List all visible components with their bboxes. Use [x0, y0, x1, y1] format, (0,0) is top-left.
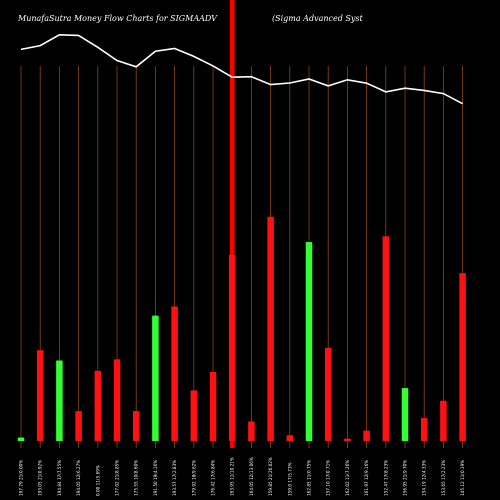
volume-bar — [324, 347, 332, 441]
x-tick-label: 163.95 11(10.21% — [230, 457, 235, 496]
volume-bar — [152, 315, 159, 441]
x-tick-label: 154.19 12(4.33% — [422, 460, 427, 496]
x-tick-label: 152.47 17(8.23% — [383, 460, 388, 496]
volume-bar — [267, 216, 274, 441]
x-tick-label: 193.57 17(2.83% — [172, 460, 177, 496]
x-tick-label: 164.05 12(13.06% — [249, 457, 254, 496]
x-tick-label: 153.65 17(2.23% — [441, 460, 446, 496]
x-tick-label: 145.12 11(0.19% — [460, 460, 465, 496]
company-name: (Sigma Advanced Syst — [272, 14, 363, 23]
volume-bar — [459, 273, 466, 441]
x-tick-label: 162.02 11(7.26% — [345, 460, 350, 496]
volume-bar — [113, 359, 121, 441]
volume-bar — [209, 372, 217, 441]
highlight-column — [229, 0, 235, 448]
volume-bar — [94, 370, 102, 441]
volume-bar — [363, 430, 370, 441]
volume-bar — [440, 400, 447, 441]
x-tick-label: 193.05 21(0.92% — [38, 460, 43, 496]
x-tick-label: 159.85 21(26.02% — [268, 457, 273, 496]
volume-bar — [248, 421, 255, 441]
volume-bar — [56, 360, 63, 441]
volume-bar — [344, 438, 351, 441]
volume-bar — [75, 411, 82, 441]
x-tick-label: 157.10 17(0.71% — [326, 460, 331, 496]
volume-bar — [171, 306, 178, 441]
chart-title: MunafaSutra Money Flow Charts for SIGMAA… — [18, 14, 217, 23]
volume-bar — [132, 411, 140, 441]
volume-bar — [36, 350, 44, 441]
x-tick-label: 176.42 17(6.84% — [211, 460, 216, 496]
x-tick-label: 162.85 11(0.75% — [307, 460, 312, 496]
volume-bar — [305, 242, 313, 441]
volume-bar — [17, 437, 25, 441]
x-tick-label: 191.50 19(4.16% — [153, 460, 158, 496]
volume-bar — [420, 418, 428, 441]
x-axis-labels: 197.79 21(0.00% 193.05 21(0.92% 194.84 17(… — [19, 457, 466, 496]
x-tick-label: 179.92 18(9.62% — [191, 460, 196, 496]
volume-bar — [401, 388, 409, 441]
x-tick-label: 194.05 12(6.27% — [76, 460, 81, 496]
price-line-group — [20, 33, 463, 105]
x-tick-label: 194.84 17(7.55% — [57, 460, 62, 496]
volume-bar — [382, 236, 390, 441]
volume-bar — [286, 435, 294, 441]
volume-bars — [17, 216, 466, 441]
volume-bar — [228, 254, 236, 441]
x-tick-label: 161.97 12(9.16% — [364, 460, 369, 496]
highlight-marker — [229, 0, 235, 448]
volume-bar — [190, 390, 198, 441]
x-tick-label: 159.0 17(5.73% — [287, 462, 292, 496]
x-tick-label: 175.55 10(8.60% — [134, 460, 139, 496]
x-tick-label: 156.95 21(9.70% — [403, 460, 408, 496]
price-line — [20, 33, 463, 105]
x-tick-label: 0.00 11(5.69% — [95, 465, 100, 496]
x-tick-label: 177.02 21(8.85% — [115, 460, 120, 496]
x-tick-label: 197.79 21(0.00% — [19, 460, 24, 496]
